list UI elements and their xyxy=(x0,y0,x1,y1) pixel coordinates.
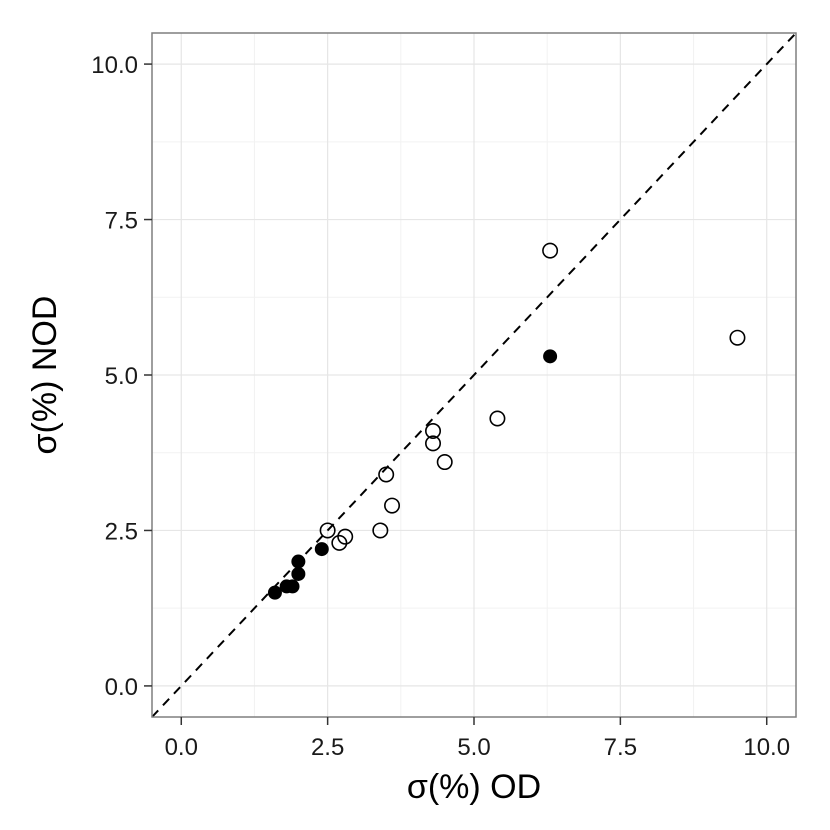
axis-ticks: 0.0 2.5 5.0 7.5 10.0 0.0 2.5 5.0 7.5 10.0 xyxy=(91,52,790,761)
y-tick-label: 10.0 xyxy=(91,52,138,79)
y-tick-label: 5.0 xyxy=(105,363,138,390)
data-point-open xyxy=(729,329,746,346)
data-point-open xyxy=(372,522,389,539)
x-tick-label: 2.5 xyxy=(311,734,344,761)
data-point-open xyxy=(542,242,559,259)
data-point-filled xyxy=(291,566,306,581)
data-point-filled xyxy=(291,554,306,569)
data-point-filled xyxy=(314,542,329,557)
data-points xyxy=(267,242,746,600)
data-point-open xyxy=(489,410,506,427)
data-point-open xyxy=(378,466,395,483)
data-point-filled xyxy=(285,579,300,594)
grid-lines xyxy=(152,33,796,717)
y-tick-label: 0.0 xyxy=(105,674,138,701)
x-axis-title: σ(%) OD xyxy=(407,768,541,806)
x-tick-label: 0.0 xyxy=(165,734,198,761)
data-point-open xyxy=(337,528,354,545)
data-point-open xyxy=(436,454,453,471)
data-point-open xyxy=(425,422,442,439)
y-tick-label: 2.5 xyxy=(105,518,138,545)
data-point-open xyxy=(425,435,442,452)
y-axis-title: σ(%) NOD xyxy=(26,296,64,455)
x-tick-label: 10.0 xyxy=(743,734,790,761)
data-point-filled xyxy=(543,349,558,364)
y-tick-label: 7.5 xyxy=(105,208,138,235)
data-point-filled xyxy=(267,585,282,600)
x-tick-label: 7.5 xyxy=(604,734,637,761)
data-point-open xyxy=(331,534,348,551)
data-point-open xyxy=(319,522,336,539)
x-tick-label: 5.0 xyxy=(457,734,490,761)
identity-reference-line xyxy=(151,32,797,718)
data-point-open xyxy=(384,497,401,514)
